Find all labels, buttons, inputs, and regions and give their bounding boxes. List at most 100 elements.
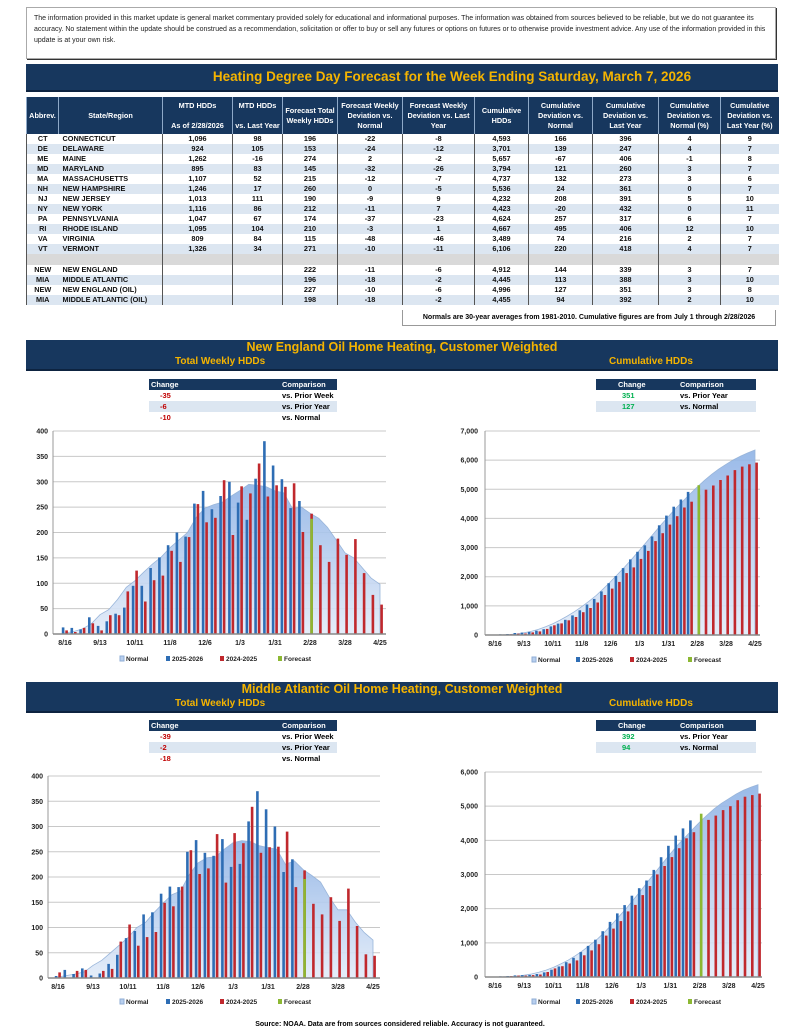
bar-2024-2025 — [110, 968, 114, 978]
change-value: 392 — [622, 732, 635, 741]
legend-swatch — [220, 999, 224, 1004]
bar-forecast — [303, 879, 306, 978]
table-cell: 3 — [658, 164, 721, 174]
table-cell — [162, 275, 233, 285]
table-cell: -12 — [402, 144, 475, 154]
y-tick-label: 1,000 — [460, 940, 478, 947]
x-tick-label: 8/16 — [58, 640, 72, 647]
table-row: PA PENNSYLVANIA 1,047 67 174 -37 -23 4,624 257 31… — [26, 214, 779, 224]
table-row: MIA MIDDLE ATLANTIC (OIL) 198 -18 -2 4,455 94 3… — [26, 295, 779, 305]
weekly-label: Total Weekly HDDs — [175, 698, 266, 709]
new-england-cumulative-chart: 0 1,000 2,000 3,000 4,000 5,000 6,000 7,000 8/16… — [460, 429, 762, 665]
bar-2024-2025 — [661, 533, 664, 635]
table-cell: 391 — [592, 194, 659, 204]
bar-2024-2025 — [196, 504, 200, 634]
bar-2024-2025 — [75, 970, 79, 978]
bar-2024-2025 — [189, 850, 193, 978]
bar-2025-2026 — [245, 519, 249, 634]
table-cell: 406 — [592, 224, 659, 234]
x-tick-label: 4/25 — [748, 641, 762, 648]
bar-2025-2026 — [168, 886, 172, 978]
y-tick-label: 5,000 — [460, 487, 478, 494]
table-cell: -24 — [337, 144, 403, 154]
bar-2024-2025 — [371, 594, 375, 634]
table-cell: 52 — [232, 174, 283, 184]
bar-2024-2025 — [205, 522, 208, 634]
table-cell: 2 — [658, 295, 721, 305]
bar-2025-2026 — [592, 598, 596, 635]
bar-2025-2026 — [535, 974, 539, 977]
table-cell: 4 — [658, 134, 721, 144]
new-england-weekly-chart: 0 50 100 150 200 250 300 350 400 8/16 9/13 10/11 11/… — [36, 429, 387, 664]
table-cell: VT — [26, 244, 59, 254]
table-cell: 3 — [658, 265, 721, 275]
bar-2024-2025 — [179, 561, 182, 634]
table-cell: 5 — [658, 194, 721, 204]
bar-2024-2025 — [284, 486, 287, 634]
bar-2025-2026 — [254, 478, 257, 634]
bar-2024-2025 — [207, 868, 210, 978]
x-tick-label: 2/28 — [690, 641, 704, 648]
table-cell: 361 — [592, 184, 659, 194]
bar-2024-2025 — [618, 581, 621, 635]
change-value: 127 — [622, 402, 635, 411]
legend-swatch — [166, 656, 170, 661]
bar-2025-2026 — [579, 952, 583, 977]
bar-2024-2025 — [714, 815, 718, 977]
bar-2024-2025 — [117, 615, 121, 634]
change-row: 94 vs. Normal — [596, 742, 756, 753]
table-row: ME MAINE 1,262 -16 274 2 -2 5,657 -67 406 -1 8 — [26, 154, 779, 164]
bar-2025-2026 — [63, 969, 67, 978]
table-cell — [26, 254, 59, 265]
table-row: RI RHODE ISLAND 1,095 104 210 -3 1 4,667 495 406 1… — [26, 224, 779, 234]
bar-2025-2026 — [657, 525, 661, 635]
bar-2025-2026 — [542, 629, 545, 635]
x-tick-label: 12/6 — [605, 983, 619, 990]
table-cell: 94 — [528, 295, 593, 305]
table-cell: 388 — [592, 275, 659, 285]
bar-2025-2026 — [527, 631, 531, 635]
bar-2024-2025 — [567, 620, 571, 635]
bar-2024-2025 — [128, 924, 131, 978]
table-cell: 317 — [592, 214, 659, 224]
x-tick-label: 1/31 — [662, 641, 676, 648]
table-cell: 4,232 — [474, 194, 529, 204]
bar-2024-2025 — [373, 955, 376, 978]
table-cell: 115 — [282, 234, 338, 244]
table-cell: 7 — [720, 144, 779, 154]
bar-2024-2025 — [145, 937, 149, 978]
table-cell: 3 — [658, 174, 721, 184]
bar-2024-2025 — [198, 874, 201, 978]
table-cell: -2 — [402, 295, 475, 305]
bar-2024-2025 — [748, 464, 751, 635]
report-title: Heating Degree Day Forecast for the Week… — [212, 69, 692, 84]
table-cell: NEW ENGLAND (OIL) — [62, 285, 137, 294]
bar-2024-2025 — [619, 921, 623, 977]
table-cell: -12 — [337, 174, 403, 184]
x-tick-label: 2/28 — [303, 640, 317, 647]
x-tick-label: 9/13 — [517, 983, 531, 990]
table-cell — [474, 254, 529, 265]
bar-2024-2025 — [531, 975, 535, 977]
table-cell: 7 — [402, 204, 475, 214]
bar-2024-2025 — [740, 466, 744, 635]
table-cell — [162, 254, 233, 265]
bar-forecast — [310, 518, 313, 634]
table-cell: 210 — [282, 224, 338, 234]
bar-2025-2026 — [667, 845, 670, 977]
y-tick-label: 7,000 — [460, 429, 478, 436]
bar-2024-2025 — [545, 628, 549, 635]
x-tick-label: 10/11 — [119, 984, 136, 991]
change-value: 94 — [622, 743, 631, 752]
table-cell: 260 — [282, 184, 338, 194]
bar-2024-2025 — [154, 932, 158, 978]
table-cell: MIDDLE ATLANTIC — [58, 275, 163, 285]
bar-2025-2026 — [107, 963, 110, 978]
bar-2025-2026 — [549, 626, 553, 635]
table-cell: 418 — [592, 244, 659, 254]
table-cell: 0 — [658, 204, 721, 214]
table-cell — [232, 275, 283, 285]
table-cell: MIA — [26, 275, 59, 285]
table-cell: 271 — [282, 244, 338, 254]
table-cell: 9 — [402, 194, 475, 204]
